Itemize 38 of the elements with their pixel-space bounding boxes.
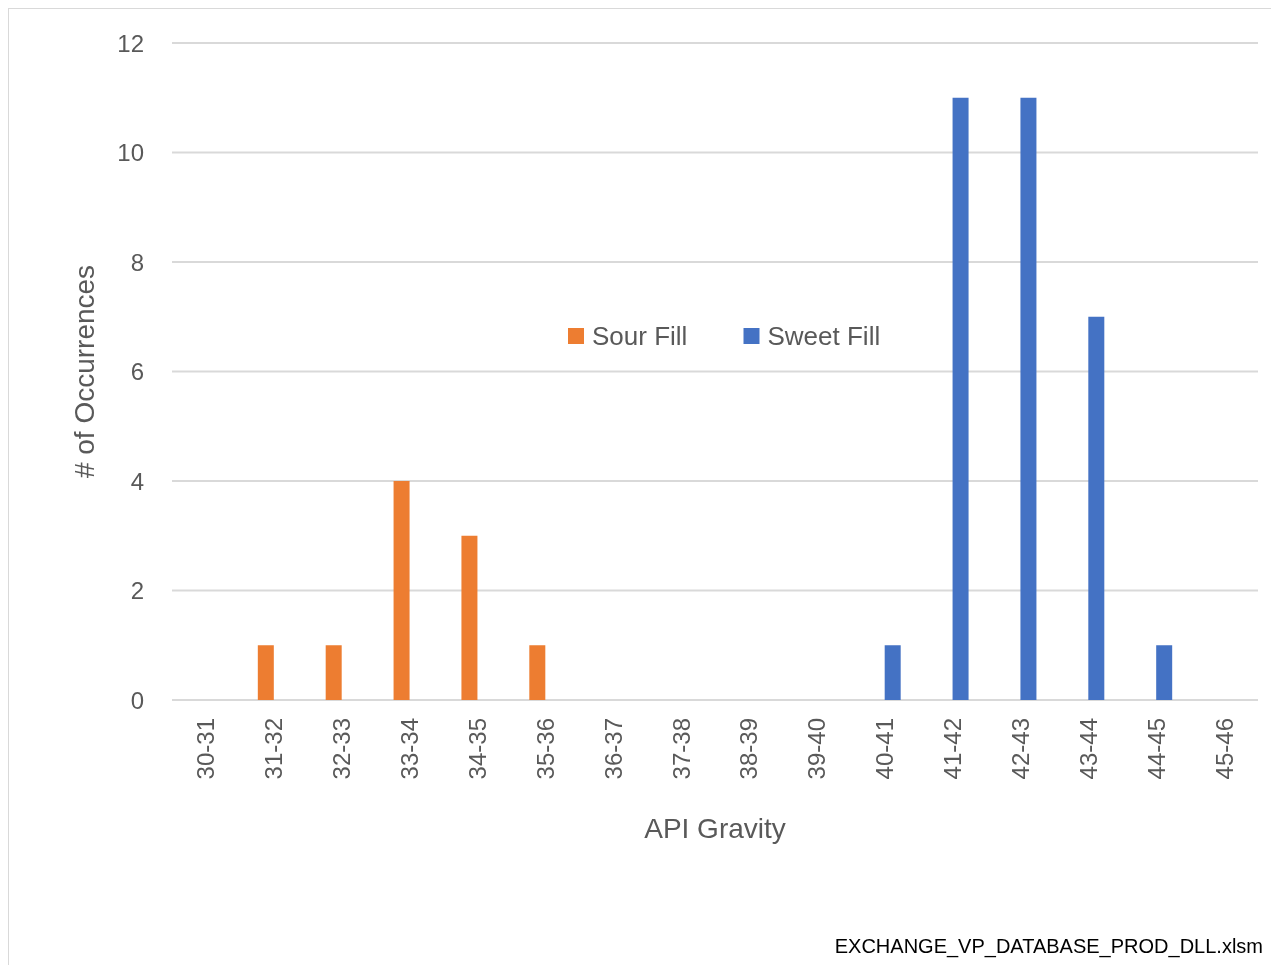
y-tick-label: 0 — [130, 686, 144, 714]
bar — [257, 645, 274, 700]
bar — [461, 535, 478, 700]
x-tick-label: 41-42 — [939, 718, 967, 780]
x-tick-label: 35-36 — [531, 718, 559, 780]
x-tick-label: 38-39 — [735, 718, 763, 780]
x-tick-label: 43-44 — [1074, 718, 1102, 780]
legend-label: Sour Fill — [592, 321, 688, 351]
x-tick-label: 42-43 — [1006, 718, 1034, 780]
x-tick-label: 37-38 — [667, 718, 695, 780]
bar — [1156, 645, 1173, 700]
bar — [529, 645, 546, 700]
x-tick-label: 39-40 — [803, 718, 831, 780]
x-tick-label: 34-35 — [463, 718, 491, 780]
x-tick-label: 32-33 — [328, 718, 356, 780]
y-tick-label: 10 — [117, 139, 144, 166]
x-tick-label: 31-32 — [260, 718, 288, 780]
y-tick-label: 6 — [130, 358, 144, 385]
x-tick-label: 30-31 — [192, 718, 220, 780]
y-tick-label: 12 — [117, 29, 144, 57]
x-tick-label: 33-34 — [396, 718, 424, 780]
legend-label: Sweet Fill — [767, 321, 881, 351]
bar — [1088, 316, 1105, 700]
y-tick-label: 2 — [130, 577, 144, 604]
y-tick-label: 8 — [130, 248, 144, 276]
y-axis-title: # of Occurrences — [68, 264, 100, 479]
bar — [1020, 97, 1037, 700]
x-tick-label: 45-46 — [1210, 718, 1238, 780]
bar — [393, 481, 410, 700]
bar — [952, 97, 969, 700]
x-tick-label: 44-45 — [1142, 718, 1170, 780]
x-tick-label: 36-37 — [599, 718, 627, 780]
x-tick-label: 40-41 — [871, 718, 899, 780]
x-axis-title: API Gravity — [644, 813, 786, 844]
bar — [325, 645, 342, 700]
text: EXCHANGE_VP_DATABASE_PROD_DLL.xlsm — [834, 935, 1263, 958]
bar — [884, 645, 901, 700]
y-tick-label: 4 — [130, 467, 144, 495]
